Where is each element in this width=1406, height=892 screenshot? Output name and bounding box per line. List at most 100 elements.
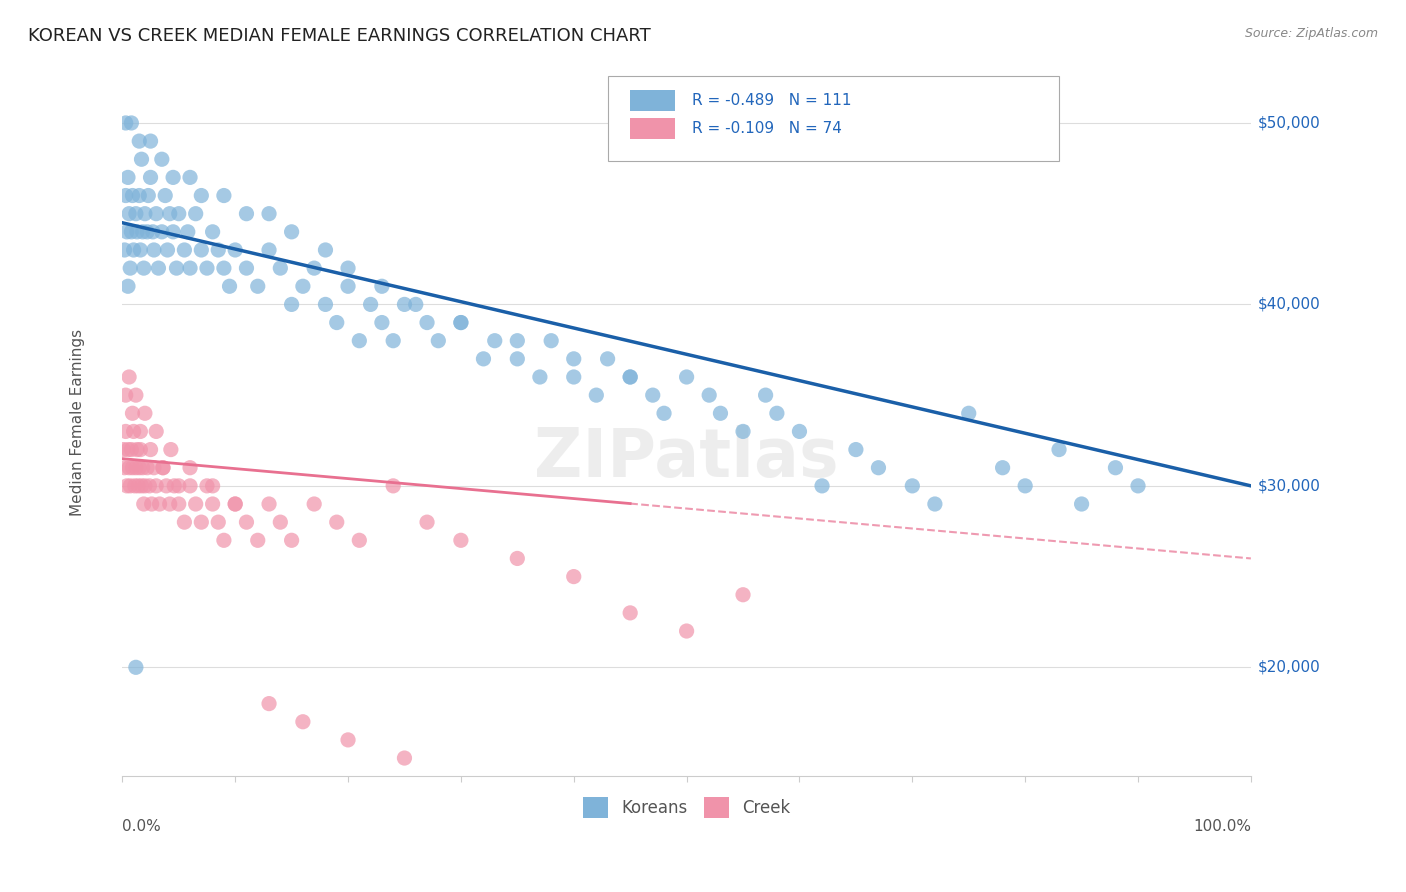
Point <box>117 279 139 293</box>
Point <box>349 334 371 348</box>
Point <box>195 261 218 276</box>
Point <box>212 188 235 202</box>
Point <box>114 188 136 202</box>
Point <box>118 460 141 475</box>
Point <box>156 243 179 257</box>
Point <box>789 425 811 439</box>
Point <box>280 297 302 311</box>
Point <box>562 370 585 384</box>
Point <box>122 243 145 257</box>
Point <box>128 134 150 148</box>
Point <box>120 442 142 457</box>
Point <box>675 370 697 384</box>
Point <box>148 261 170 276</box>
Text: 0.0%: 0.0% <box>122 819 162 834</box>
Point <box>136 188 159 202</box>
Point <box>124 479 146 493</box>
Point <box>697 388 720 402</box>
Point <box>184 207 207 221</box>
Point <box>155 188 177 202</box>
Point <box>125 207 148 221</box>
Point <box>155 479 177 493</box>
Point <box>619 606 641 620</box>
Point <box>159 207 181 221</box>
Point <box>1014 479 1036 493</box>
Point <box>142 225 165 239</box>
Point <box>120 116 142 130</box>
Point <box>177 225 200 239</box>
Point <box>117 442 139 457</box>
Point <box>145 207 167 221</box>
Point <box>924 497 946 511</box>
Point <box>134 406 156 420</box>
Point <box>162 170 184 185</box>
Point <box>235 261 257 276</box>
Point <box>131 153 153 167</box>
Point <box>337 261 360 276</box>
Point <box>291 279 314 293</box>
Point <box>179 261 201 276</box>
Point <box>596 351 619 366</box>
Point <box>562 351 585 366</box>
Point <box>416 515 439 529</box>
Point <box>484 334 506 348</box>
Point <box>125 460 148 475</box>
Point <box>125 225 148 239</box>
Point <box>207 243 229 257</box>
Point <box>901 479 924 493</box>
Text: Source: ZipAtlas.com: Source: ZipAtlas.com <box>1244 27 1378 40</box>
Point <box>235 207 257 221</box>
Point <box>314 297 336 311</box>
Point <box>540 334 562 348</box>
Point <box>114 116 136 130</box>
Point <box>142 460 165 475</box>
Point <box>136 225 159 239</box>
Point <box>114 243 136 257</box>
Point <box>114 425 136 439</box>
Point <box>337 279 360 293</box>
Point <box>162 225 184 239</box>
Point <box>868 460 890 475</box>
Point <box>405 297 427 311</box>
Point <box>416 316 439 330</box>
Point <box>302 261 325 276</box>
Point <box>472 351 495 366</box>
Point <box>1070 497 1092 511</box>
Point <box>766 406 789 420</box>
Point <box>145 425 167 439</box>
Point <box>360 297 382 311</box>
Point <box>121 188 143 202</box>
Point <box>218 279 240 293</box>
FancyBboxPatch shape <box>630 118 675 139</box>
Point <box>131 225 153 239</box>
Point <box>641 388 664 402</box>
Point <box>427 334 450 348</box>
Point <box>811 479 834 493</box>
Point <box>138 479 160 493</box>
Point <box>337 732 360 747</box>
Point <box>506 351 529 366</box>
Point <box>150 153 173 167</box>
Point <box>224 497 246 511</box>
Point <box>122 425 145 439</box>
Point <box>112 442 135 457</box>
Point <box>120 261 142 276</box>
Point <box>163 479 186 493</box>
Point <box>201 497 224 511</box>
Point <box>675 624 697 638</box>
Point <box>585 388 607 402</box>
Point <box>257 697 280 711</box>
Point <box>152 460 174 475</box>
Point <box>179 170 201 185</box>
Point <box>166 261 188 276</box>
Point <box>562 569 585 583</box>
Point <box>731 425 754 439</box>
FancyBboxPatch shape <box>607 76 1059 161</box>
Point <box>394 297 416 311</box>
Point <box>326 515 349 529</box>
Point <box>371 279 394 293</box>
Text: $50,000: $50,000 <box>1258 115 1320 130</box>
Point <box>121 460 143 475</box>
Point <box>991 460 1014 475</box>
Point <box>1104 460 1126 475</box>
